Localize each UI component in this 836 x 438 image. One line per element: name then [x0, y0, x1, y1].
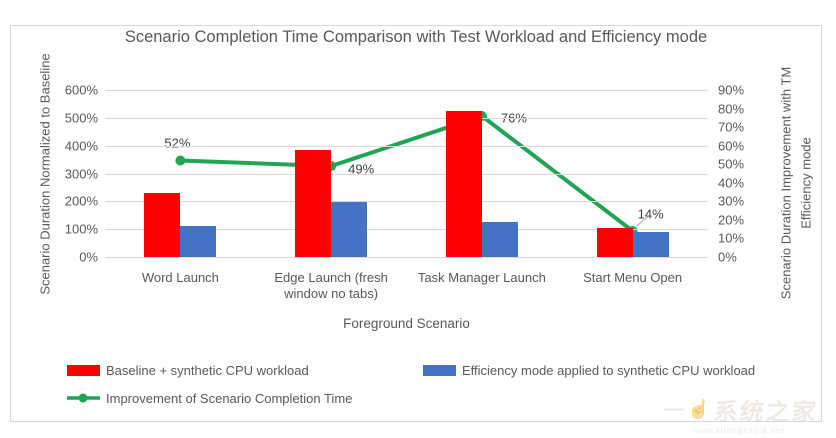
x-axis-category-label: Task Manager Launch [417, 270, 546, 285]
y-axis-right-tick: 90% [718, 82, 745, 98]
gridline [105, 173, 708, 175]
x-axis-category-label: Edge Launch (fresh window no tabs) [274, 270, 388, 302]
gridline [105, 257, 708, 258]
right-axis-title-line2: Efficiency mode [798, 137, 813, 229]
legend-label-efficiency: Efficiency mode applied to synthetic CPU… [462, 363, 756, 378]
bar-series2-cat4 [632, 231, 669, 257]
bar-series1-cat1 [144, 192, 181, 257]
line-data-label: 49% [348, 161, 375, 177]
legend-label-baseline: Baseline + synthetic CPU workload [106, 363, 309, 378]
gridline [105, 117, 708, 119]
y-axis-left-tick: 200% [64, 193, 98, 209]
bar-series1-cat3 [445, 110, 482, 257]
y-axis-left-tick: 400% [64, 138, 98, 154]
gridline [105, 90, 708, 91]
bar-series1-cat4 [596, 227, 633, 257]
watermark-url-text: www.xitongzhijia.net [692, 426, 786, 435]
legend-label-improvement: Improvement of Scenario Completion Time [106, 391, 353, 406]
y-axis-right-tick: 40% [718, 175, 745, 191]
y-axis-left-tick: 300% [64, 166, 98, 181]
y-axis-right-tick: 70% [718, 119, 745, 135]
legend-swatch-efficiency [423, 365, 456, 376]
bar-series2-cat1 [180, 226, 217, 257]
y-axis-right-tick: 60% [718, 138, 745, 154]
x-axis-category-label: Start Menu Open [583, 270, 683, 285]
chart-title: Scenario Completion Time Comparison with… [124, 28, 708, 46]
line-data-label: 52% [164, 135, 191, 150]
x-axis-category-label: Word Launch [141, 270, 219, 285]
legend-swatch-baseline [67, 365, 100, 376]
bar-series2-cat2 [331, 202, 368, 257]
gridline [105, 145, 708, 147]
y-axis-left-tick: 0% [79, 249, 98, 265]
y-axis-right-tick: 50% [718, 156, 745, 172]
right-axis-title: Scenario Duration Improvement with TM Ef… [777, 67, 816, 299]
gridline [105, 229, 708, 231]
y-axis-right-tick: 30% [718, 193, 745, 209]
bar-series2-cat3 [481, 221, 518, 257]
y-axis-left-tick: 100% [64, 221, 98, 237]
y-axis-right-tick: 0% [718, 249, 737, 265]
x-axis-title: Foreground Scenario [343, 316, 470, 331]
bar-series1-cat2 [295, 149, 332, 257]
legend-line-marker [67, 393, 100, 403]
gridline [105, 201, 708, 203]
line-data-label: 14% [637, 206, 664, 222]
y-axis-right-tick: 10% [718, 230, 745, 246]
y-axis-right-tick: 20% [718, 212, 745, 228]
right-axis-title-line1: Scenario Duration Improvement with TM [778, 66, 794, 300]
y-axis-left-tick: 500% [64, 110, 98, 126]
y-axis-left-tick: 600% [64, 82, 98, 98]
y-axis-right-tick: 80% [718, 101, 745, 117]
